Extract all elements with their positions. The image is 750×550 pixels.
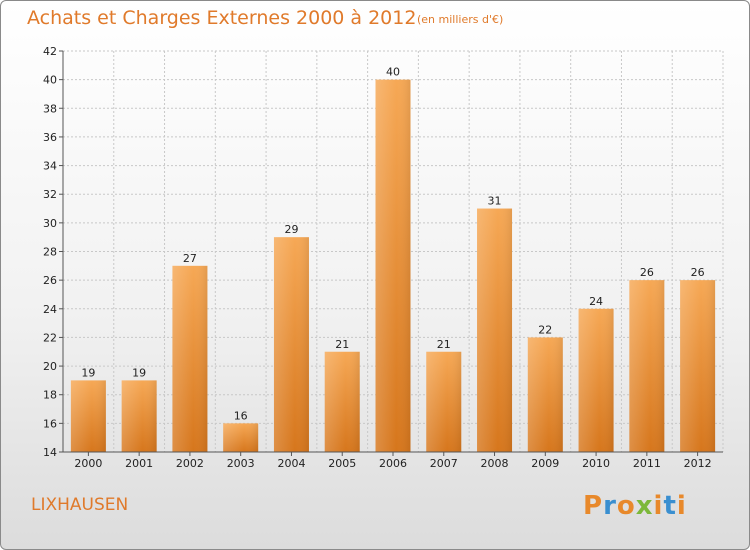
chart-title: Achats et Charges Externes 2000 à 2012 <box>27 7 417 29</box>
data-label-2006: 40 <box>386 66 400 79</box>
x-tick-label-2011: 2011 <box>633 457 661 470</box>
data-label-2005: 21 <box>335 338 349 351</box>
x-tick-label-2010: 2010 <box>582 457 610 470</box>
logo-letter: o <box>616 491 636 521</box>
logo-letter: x <box>635 491 654 521</box>
x-tick-label-2002: 2002 <box>176 457 204 470</box>
data-label-2003: 16 <box>234 409 248 422</box>
y-tick-label: 28 <box>43 246 57 259</box>
y-tick-label: 20 <box>43 360 57 373</box>
y-tick-label: 32 <box>43 188 57 201</box>
logo-letter: t <box>663 491 677 521</box>
y-tick-label: 34 <box>43 160 57 173</box>
bar-shade <box>629 280 665 452</box>
data-label-2002: 27 <box>183 252 197 265</box>
x-tick-label-2012: 2012 <box>684 457 712 470</box>
commune-name: LIXHAUSEN <box>31 495 129 515</box>
logo-letter: P <box>583 491 604 521</box>
x-tick-label-2009: 2009 <box>531 457 559 470</box>
y-tick-label: 22 <box>43 331 57 344</box>
logo-letter: i <box>653 491 664 521</box>
data-label-2010: 24 <box>589 295 603 308</box>
x-tick-label-2003: 2003 <box>227 457 255 470</box>
x-tick-label-2006: 2006 <box>379 457 407 470</box>
bar-shade <box>680 280 716 452</box>
data-label-2004: 29 <box>284 223 298 236</box>
y-tick-label: 16 <box>43 417 57 430</box>
bar-shade <box>426 351 462 452</box>
x-tick-label-2005: 2005 <box>328 457 356 470</box>
proxiti-logo[interactable]: Proxiti <box>583 491 687 521</box>
bar-shade <box>527 337 563 452</box>
y-tick-label: 30 <box>43 217 57 230</box>
bar-shade <box>375 79 411 453</box>
bar-shade <box>273 237 309 452</box>
data-label-2007: 21 <box>437 338 451 351</box>
y-tick-label: 18 <box>43 389 57 402</box>
bar-shade <box>70 380 106 452</box>
x-tick-label-2000: 2000 <box>74 457 102 470</box>
y-tick-label: 14 <box>43 446 57 459</box>
y-tick-label: 36 <box>43 131 57 144</box>
bar-shade <box>121 380 157 452</box>
data-label-2001: 19 <box>132 366 146 379</box>
bars <box>70 79 716 453</box>
y-tick-label: 38 <box>43 102 57 115</box>
y-tick-label: 26 <box>43 274 57 287</box>
labels: 14 16 18 20 22 24 26 28 30 32 34 36 38 40 42 19 2000 19 20… <box>43 45 712 470</box>
data-label-2009: 22 <box>538 323 552 336</box>
bar-shade <box>324 351 360 452</box>
y-tick-label: 42 <box>43 45 57 58</box>
x-tick-label-2007: 2007 <box>430 457 458 470</box>
x-tick-label-2008: 2008 <box>481 457 509 470</box>
data-label-2008: 31 <box>488 195 502 208</box>
data-label-2012: 26 <box>691 266 705 279</box>
y-tick-label: 40 <box>43 74 57 87</box>
bar-shade <box>172 265 208 452</box>
x-tick-label-2001: 2001 <box>125 457 153 470</box>
axes <box>59 50 723 456</box>
y-tick-label: 24 <box>43 303 57 316</box>
chart-subtitle: (en milliers d'€) <box>417 13 504 26</box>
x-tick-label-2004: 2004 <box>277 457 305 470</box>
bar-shade <box>477 208 513 452</box>
logo-letter: r <box>603 491 617 521</box>
bar-shade <box>223 423 259 452</box>
logo-letter: i <box>676 491 687 521</box>
data-label-2011: 26 <box>640 266 654 279</box>
bar-shade <box>578 308 614 452</box>
data-label-2000: 19 <box>81 366 95 379</box>
